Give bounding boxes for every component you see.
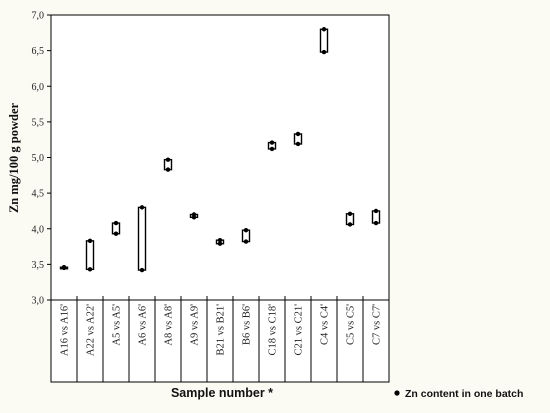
data-point-high [113,220,119,226]
y-tick-label: 4,5 [32,189,45,200]
data-point-high [243,227,249,233]
plot-frame [50,14,390,301]
category-label-box [50,299,390,383]
x-tick-label: C4 vs C4' [320,304,331,345]
x-tick-label: B6 vs B6' [242,304,253,345]
data-point-high [165,157,171,162]
data-point-low [347,222,353,227]
data-point-high [87,238,93,244]
plot-frame-group [50,14,390,383]
data-point-low [87,267,93,272]
data-point-high [321,27,327,32]
data-point-low [321,49,327,55]
y-tick-label: 3,5 [32,260,45,271]
y-tick-label: 5,5 [32,117,45,128]
x-tick-label: A9 vs A9' [190,304,201,346]
x-tick-label: C18 vs C18' [268,304,279,356]
y-tick-label: 5,0 [32,153,45,164]
data-point-low [139,267,145,273]
x-tick-label: A22 vs A22' [86,304,97,356]
data-point-high [217,237,223,243]
x-tick-label: C7 vs C7' [372,304,383,345]
data-point-low [61,265,67,271]
x-axis: A16 vs A16' A22 vs A22' A5 vs A5' A6 vs A6'… [60,296,383,382]
data-point-high [139,205,145,210]
data-point-high [347,211,353,216]
x-tick-label: A5 vs A5' [112,304,123,346]
y-tick-label: 6,5 [32,46,45,57]
data-point-low [217,241,223,246]
y-tick-label: 3,0 [32,296,45,307]
data-point-low [191,215,197,220]
data-point-low [243,239,249,244]
data-point-low [295,141,301,147]
y-axis-title: Zn mg/100 g powder [7,103,21,214]
y-axis: 3,0 3,5 4,0 4,5 5,0 5,5 6,0 6,5 7,0 [32,11,51,307]
y-tick-label: 4,0 [32,224,45,235]
data-point-high [373,208,379,214]
x-tick-label: C21 vs C21' [294,304,305,356]
legend: Zn content in one batch [394,388,523,400]
x-axis-title: Sample number * [171,386,273,400]
legend-marker [394,390,400,396]
data-marks [59,27,381,273]
range-box [137,206,147,271]
data-point-low [113,231,119,236]
y-tick-label: 7,0 [32,11,45,22]
x-tick-label: C5 vs C5' [346,304,357,345]
x-tick-label: A16 vs A16' [60,304,71,356]
data-point-low [269,146,275,152]
data-point-low [165,167,171,172]
y-tick-label: 6,0 [32,82,45,93]
data-point-high [269,140,275,145]
x-tick-label: B21 vs B21' [216,304,227,356]
range-box [85,240,95,271]
data-point-high [295,131,301,137]
data-point-low [373,220,379,226]
x-tick-label: A6 vs A6' [138,304,149,346]
legend-label: Zn content in one batch [405,388,523,400]
x-tick-label: A8 vs A8' [164,304,175,346]
range-box [319,28,329,53]
